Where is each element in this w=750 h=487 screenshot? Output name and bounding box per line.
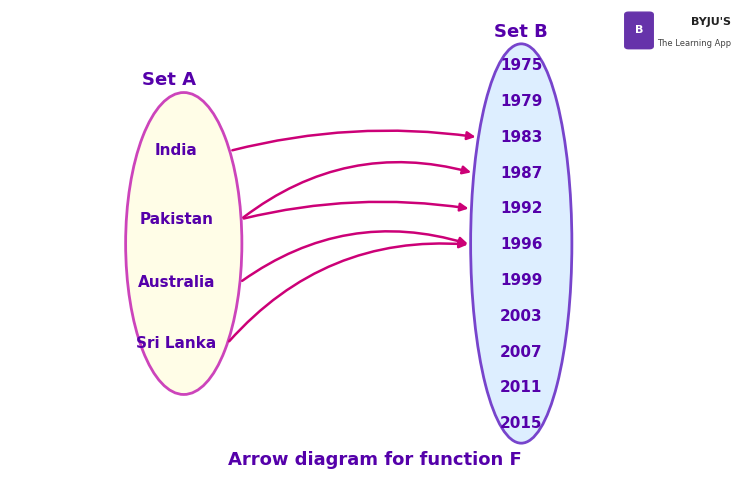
Text: Arrow diagram for function F: Arrow diagram for function F — [228, 451, 522, 469]
Text: 2007: 2007 — [500, 345, 542, 359]
Ellipse shape — [125, 93, 242, 394]
Text: 1996: 1996 — [500, 237, 542, 252]
Text: 2011: 2011 — [500, 380, 542, 395]
Text: India: India — [154, 144, 198, 158]
Text: The Learning App: The Learning App — [657, 39, 731, 48]
Text: BYJU'S: BYJU'S — [692, 17, 731, 27]
Text: 2003: 2003 — [500, 309, 542, 324]
FancyBboxPatch shape — [625, 12, 653, 49]
Text: Sri Lanka: Sri Lanka — [136, 336, 216, 351]
Text: 1979: 1979 — [500, 94, 542, 109]
Text: 1987: 1987 — [500, 166, 542, 181]
Text: Australia: Australia — [137, 275, 215, 290]
Text: Pakistan: Pakistan — [140, 212, 213, 226]
Text: 1983: 1983 — [500, 130, 542, 145]
Text: Set B: Set B — [494, 23, 548, 40]
Text: 1999: 1999 — [500, 273, 542, 288]
Text: B: B — [634, 25, 644, 35]
Text: 2015: 2015 — [500, 416, 542, 431]
Ellipse shape — [471, 44, 572, 443]
Text: Set A: Set A — [142, 72, 196, 89]
Text: 1975: 1975 — [500, 58, 542, 73]
Text: 1992: 1992 — [500, 202, 542, 216]
